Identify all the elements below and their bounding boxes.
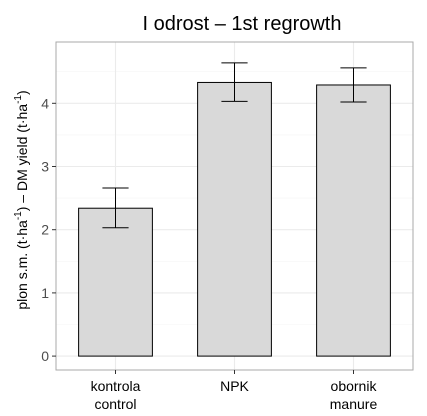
y-tick-label: 4 — [41, 95, 49, 111]
y-axis-ticks: 0 1 2 3 4 — [41, 95, 56, 364]
x-tick-label-line2: control — [94, 396, 136, 412]
bar — [316, 84, 391, 357]
x-tick-label: NPK — [220, 378, 249, 394]
bars — [78, 81, 391, 357]
error-bars — [102, 62, 367, 229]
y-tick-label: 2 — [41, 222, 49, 238]
y-tick-label: 1 — [41, 285, 49, 301]
x-tick-label-line2: manure — [330, 396, 378, 412]
y-tick-label: 3 — [41, 159, 49, 175]
x-axis-ticks: kontrola control NPK obornik manure — [91, 370, 378, 412]
x-tick-label: obornik — [331, 378, 378, 394]
x-tick-label: kontrola — [91, 378, 141, 394]
chart-title: I odrost – 1st regrowth — [143, 13, 342, 35]
bar — [197, 81, 272, 357]
y-tick-label: 0 — [41, 348, 49, 364]
bar — [78, 207, 153, 357]
y-axis-label: plon s.m. (t·ha-1) – DM yield (t·ha-1) — [13, 90, 30, 309]
